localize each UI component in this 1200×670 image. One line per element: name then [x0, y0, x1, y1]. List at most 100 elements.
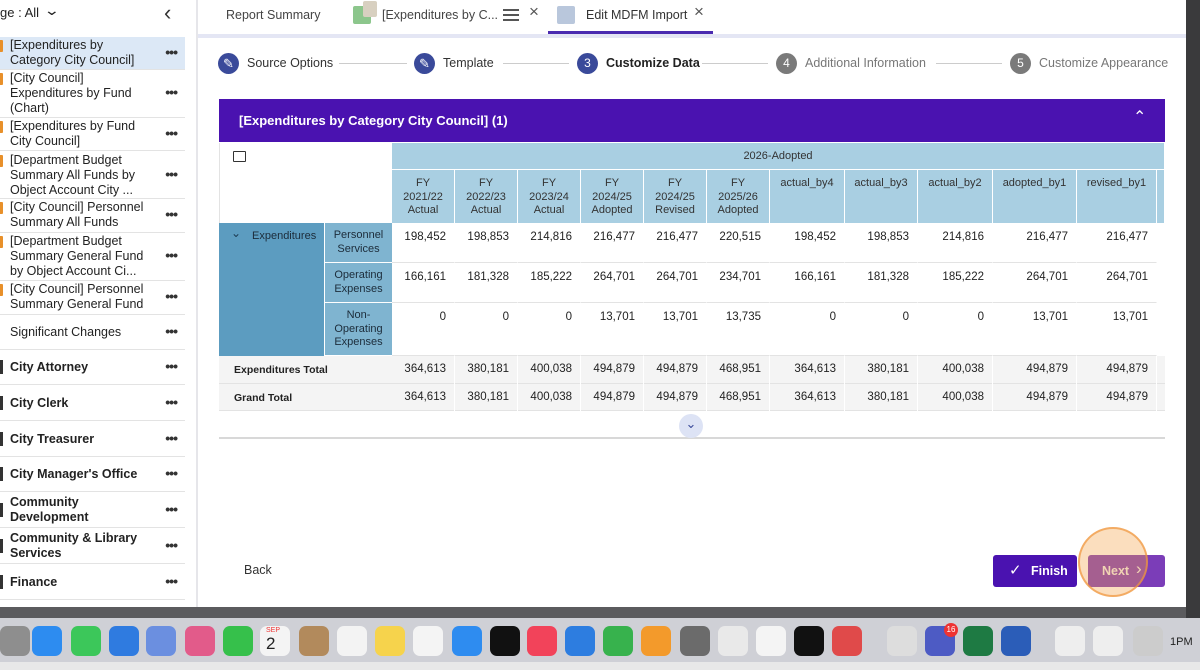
tab-close[interactable]: ×	[694, 2, 704, 21]
step-line	[702, 63, 768, 64]
filter-dropdown[interactable]: ⌄	[43, 2, 61, 18]
report-item[interactable]: [Expenditures by Fund City Council] •••	[0, 118, 185, 151]
report-item[interactable]: [Expenditures by Category City Council] •…	[0, 37, 185, 70]
table-cell: 264,701	[1077, 263, 1157, 303]
tab-close[interactable]: ×	[529, 2, 539, 21]
more-button[interactable]: •••	[165, 43, 178, 60]
dock-icon[interactable]	[887, 626, 917, 656]
more-button[interactable]: •••	[165, 247, 178, 263]
table-cell: 0	[455, 303, 518, 356]
dock-icon[interactable]	[1093, 626, 1123, 656]
more-button[interactable]: •••	[165, 358, 178, 374]
report-icon	[0, 236, 3, 248]
step-label[interactable]: Customize Appearance	[1039, 56, 1169, 70]
panel-collapse[interactable]: ⌃	[1133, 109, 1147, 126]
table-cell: 181,328	[845, 263, 918, 303]
step-circle[interactable]: ✎	[218, 53, 239, 74]
dock-icon[interactable]	[71, 626, 101, 656]
more-button[interactable]: •••	[165, 165, 178, 182]
dock-icon[interactable]	[260, 626, 290, 656]
dock-icon[interactable]	[413, 626, 443, 656]
dock-icon[interactable]	[565, 626, 595, 656]
report-item[interactable]: Significant Changes •••	[0, 315, 185, 350]
more-button[interactable]: •••	[165, 124, 178, 141]
group-header: 2026-Adopted	[392, 143, 1164, 170]
report-item[interactable]: [Department Budget Summary All Funds by …	[0, 152, 185, 199]
table-cell: 181,328	[455, 263, 518, 303]
dock-icon[interactable]	[680, 626, 710, 656]
department-item[interactable]: City Clerk •••	[0, 386, 185, 421]
menu-clock: 1PM	[1170, 636, 1193, 648]
department-item[interactable]: Community Development •••	[0, 493, 185, 529]
step-circle[interactable]: 3	[577, 53, 598, 74]
dock-icon[interactable]	[603, 626, 633, 656]
more-button[interactable]: •••	[165, 465, 178, 482]
dock-icon[interactable]	[1055, 626, 1085, 656]
report-item[interactable]: [City Council] Expenditures by Fund (Cha…	[0, 70, 185, 118]
step-label[interactable]: Source Options	[247, 56, 334, 70]
more-button[interactable]: •••	[165, 206, 178, 222]
step-label[interactable]: Template	[443, 56, 494, 70]
step-circle[interactable]: 4	[776, 53, 797, 74]
dock-icon[interactable]	[794, 626, 824, 656]
dock-icon[interactable]	[527, 626, 557, 656]
report-item[interactable]: [City Council] Personnel Summary All Fun…	[0, 199, 185, 233]
step-label[interactable]: Customize Data	[606, 56, 700, 70]
dock-icon[interactable]	[490, 626, 520, 656]
dock-icon[interactable]	[185, 626, 215, 656]
expand-table-button[interactable]: ⌄	[679, 414, 703, 438]
more-button[interactable]: •••	[165, 322, 178, 339]
dock-icon[interactable]	[32, 626, 62, 656]
layout-icon[interactable]	[233, 151, 246, 162]
row-label: Operating Expenses	[325, 263, 392, 303]
dock-icon[interactable]	[223, 626, 253, 656]
expand-icon[interactable]: ⌄	[231, 226, 242, 240]
table-cell: 380,181	[455, 384, 518, 411]
report-item[interactable]: [Department Budget Summary General Fund …	[0, 233, 185, 281]
dock-icon[interactable]	[299, 626, 329, 656]
dock-icon[interactable]	[337, 626, 367, 656]
dock-icon[interactable]	[1133, 626, 1163, 656]
report-item[interactable]: [City Council] Personnel Summary General…	[0, 281, 185, 315]
dock-icon[interactable]	[109, 626, 139, 656]
step-circle[interactable]: 5	[1010, 53, 1031, 74]
dock-icon[interactable]	[756, 626, 786, 656]
dock-icon[interactable]	[641, 626, 671, 656]
dock-icon[interactable]	[1001, 626, 1031, 656]
department-item[interactable]: Finance •••	[0, 565, 185, 600]
dock-icon[interactable]	[452, 626, 482, 656]
department-item[interactable]: City Manager's Office •••	[0, 457, 185, 493]
total-label: Expenditures Total	[234, 364, 328, 376]
more-button[interactable]: •••	[165, 501, 178, 518]
tab[interactable]: Edit MDFM Import	[586, 8, 688, 22]
department-item[interactable]: City Attorney •••	[0, 350, 185, 385]
dock-icon[interactable]	[146, 626, 176, 656]
step-circle[interactable]: ✎	[414, 53, 435, 74]
department-item[interactable]: Community & Library Services •••	[0, 529, 185, 564]
panel-title: [Expenditures by Category City Council] …	[239, 113, 508, 128]
dock-icon[interactable]	[0, 626, 30, 656]
back-button[interactable]: Back	[244, 563, 272, 577]
table-corner	[219, 143, 392, 223]
more-button[interactable]: •••	[165, 393, 178, 410]
more-button[interactable]: •••	[165, 429, 178, 446]
tab[interactable]: Report Summary	[226, 8, 321, 22]
more-button[interactable]: •••	[165, 288, 178, 304]
dock-icon[interactable]	[375, 626, 405, 656]
table-cell: 364,613	[770, 384, 845, 411]
tab-menu[interactable]	[503, 9, 519, 21]
collapse-button[interactable]: ‹	[164, 0, 172, 25]
table-cell: 364,613	[392, 384, 455, 411]
dock-icon[interactable]	[718, 626, 748, 656]
dock-icon[interactable]	[963, 626, 993, 656]
table-cell: 494,879	[644, 356, 707, 384]
more-button[interactable]: •••	[165, 537, 178, 553]
table-cell: 364,613	[392, 356, 455, 384]
more-button[interactable]: •••	[165, 572, 178, 589]
dock-icon[interactable]	[832, 626, 862, 656]
finish-button[interactable]: ✓ Finish	[993, 555, 1077, 587]
department-item[interactable]: City Treasurer •••	[0, 422, 185, 457]
tab[interactable]: [Expenditures by C...	[382, 8, 499, 22]
step-label[interactable]: Additional Information	[805, 56, 926, 70]
more-button[interactable]: •••	[165, 84, 178, 100]
